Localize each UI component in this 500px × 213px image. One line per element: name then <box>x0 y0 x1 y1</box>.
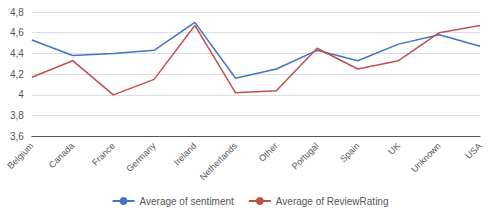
svg-text:4,2: 4,2 <box>10 69 24 80</box>
svg-text:4,8: 4,8 <box>10 7 24 18</box>
svg-text:Spain: Spain <box>338 141 361 164</box>
svg-text:Unknown: Unknown <box>409 141 443 175</box>
svg-text:4,6: 4,6 <box>10 27 24 38</box>
svg-text:Other: Other <box>257 141 280 164</box>
svg-text:4,4: 4,4 <box>10 48 24 59</box>
svg-text:Netherlands: Netherlands <box>198 140 240 182</box>
svg-text:3,8: 3,8 <box>10 110 24 121</box>
svg-text:4: 4 <box>18 89 24 100</box>
svg-text:UK: UK <box>386 141 402 157</box>
svg-text:Portugal: Portugal <box>290 141 321 172</box>
svg-text:Average of sentiment: Average of sentiment <box>140 196 235 207</box>
svg-text:Canada: Canada <box>47 141 76 170</box>
svg-text:3,6: 3,6 <box>10 131 24 142</box>
svg-text:Average of ReviewRating: Average of ReviewRating <box>276 196 389 207</box>
svg-text:Belgium: Belgium <box>5 141 35 171</box>
svg-text:France: France <box>90 141 117 168</box>
svg-text:USA: USA <box>463 141 483 161</box>
svg-text:Ireland: Ireland <box>172 141 199 168</box>
svg-text:Germany: Germany <box>124 140 158 174</box>
